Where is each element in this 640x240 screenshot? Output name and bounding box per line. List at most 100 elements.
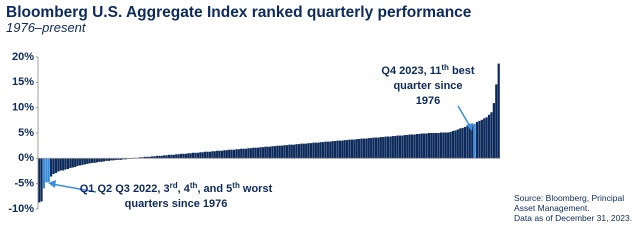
bar xyxy=(374,137,378,159)
bar xyxy=(475,121,479,159)
bar xyxy=(220,150,224,159)
bar xyxy=(139,157,142,159)
annotation: Q1 Q2 Q3 2022, 3rd, 4th, and 5th worst xyxy=(80,181,273,196)
y-tick-label: -5% xyxy=(14,178,34,190)
bar xyxy=(314,142,317,159)
bar xyxy=(492,103,495,159)
bar xyxy=(64,158,67,170)
bar xyxy=(264,146,267,159)
bar xyxy=(259,147,262,159)
bar xyxy=(78,158,82,166)
bar xyxy=(353,139,356,159)
bar xyxy=(355,139,358,159)
bar xyxy=(283,145,286,159)
bar xyxy=(336,140,339,159)
bar xyxy=(401,135,404,159)
annotation-text: , and 5 xyxy=(197,183,232,195)
bar xyxy=(112,158,115,161)
bar xyxy=(141,157,144,159)
bar xyxy=(410,134,414,159)
annotation-text: Q1 Q2 Q3 2022, 3 xyxy=(80,183,170,195)
bar xyxy=(338,140,341,159)
bar xyxy=(232,149,236,159)
bar xyxy=(124,158,127,160)
bar xyxy=(252,147,255,159)
bar xyxy=(403,135,406,159)
bar xyxy=(483,118,486,159)
bar xyxy=(102,158,106,162)
bar xyxy=(281,145,284,159)
bar xyxy=(480,119,483,159)
annotation-text: 1976 xyxy=(416,95,440,107)
bar xyxy=(213,151,216,159)
bar xyxy=(74,158,77,167)
annotation-text: best xyxy=(449,65,475,77)
bar xyxy=(256,147,260,159)
y-tick-label: 20% xyxy=(12,51,34,63)
chart-title: Bloomberg U.S. Aggregate Index ranked qu… xyxy=(6,4,472,21)
bar xyxy=(423,133,426,159)
bar xyxy=(254,147,257,159)
bar xyxy=(105,158,108,161)
bar xyxy=(442,132,445,159)
bar xyxy=(331,141,334,159)
bar xyxy=(249,148,252,159)
bar xyxy=(309,143,313,159)
bar xyxy=(418,134,421,159)
source-note: Source: Bloomberg, Principal xyxy=(514,193,624,203)
bar xyxy=(201,152,204,159)
bar xyxy=(194,152,197,159)
bar xyxy=(269,146,272,159)
bar xyxy=(329,141,332,159)
bar xyxy=(242,148,245,159)
bar xyxy=(346,140,349,159)
bar xyxy=(406,135,409,159)
bar xyxy=(199,152,202,159)
bar xyxy=(454,130,457,159)
bar xyxy=(278,145,281,159)
bar xyxy=(208,151,212,159)
bar xyxy=(122,158,125,160)
bar xyxy=(384,136,387,159)
annotation-superscript: th xyxy=(232,181,240,190)
bar xyxy=(71,158,74,168)
bar xyxy=(59,158,62,171)
bar xyxy=(461,127,464,159)
bar xyxy=(451,130,455,159)
bar xyxy=(76,158,79,166)
bar xyxy=(95,158,98,163)
bar xyxy=(57,158,60,172)
bar xyxy=(408,134,411,159)
bar xyxy=(218,150,221,159)
bar xyxy=(360,138,363,159)
bar xyxy=(297,144,301,159)
bar xyxy=(240,148,243,159)
bar xyxy=(478,120,481,159)
bar xyxy=(100,158,103,162)
bar xyxy=(290,144,293,159)
bar xyxy=(413,134,416,159)
bar xyxy=(391,136,394,159)
bar xyxy=(54,158,58,174)
annotation-text: quarter since xyxy=(393,80,462,92)
annotation: Q4 2023, 11th best xyxy=(381,63,475,78)
bar xyxy=(396,135,399,159)
annotation: 1976 xyxy=(416,95,440,107)
bar xyxy=(170,154,173,159)
y-tick-label: 15% xyxy=(12,76,34,88)
annotation-arrow xyxy=(51,183,97,193)
annotation: quarter since xyxy=(393,80,462,92)
bar xyxy=(420,133,423,159)
bar xyxy=(456,129,459,159)
bar xyxy=(216,150,219,159)
bar xyxy=(117,158,120,160)
bar xyxy=(273,146,277,159)
bar xyxy=(271,146,274,159)
bar xyxy=(175,154,178,159)
bar xyxy=(52,158,55,175)
bar xyxy=(307,143,310,159)
bar xyxy=(228,149,231,159)
bar xyxy=(86,158,89,164)
bar xyxy=(444,132,447,159)
bar xyxy=(38,158,41,203)
